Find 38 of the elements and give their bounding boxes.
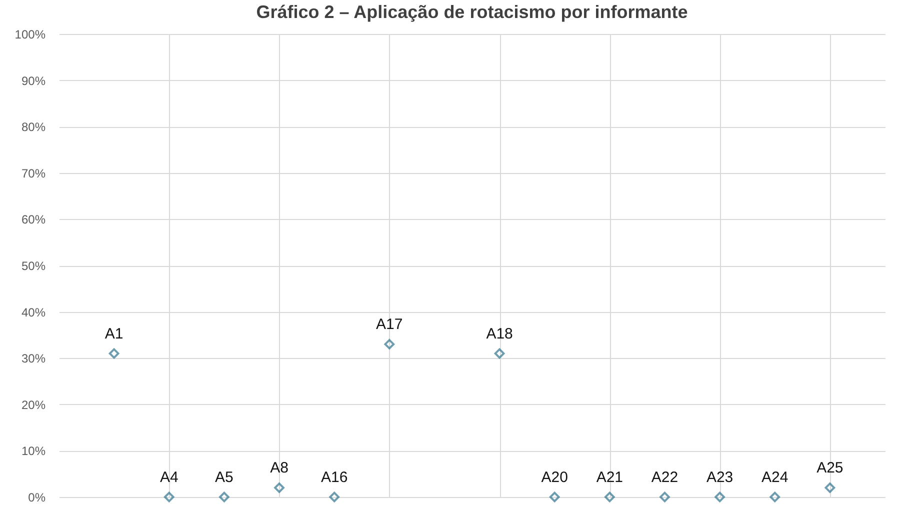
point xyxy=(824,482,836,493)
y-tick-label: 90% xyxy=(21,74,46,88)
y-tick-label: 30% xyxy=(21,352,46,366)
point xyxy=(494,348,505,359)
point xyxy=(164,492,174,502)
y-tick-label: 0% xyxy=(28,490,46,504)
data-label: A23 xyxy=(706,469,734,486)
point xyxy=(108,348,120,359)
y-tick-label: 10% xyxy=(21,444,46,458)
data-label: A4 xyxy=(160,469,178,486)
y-tick-label: 100% xyxy=(14,28,46,42)
data-label: A16 xyxy=(320,469,348,486)
point xyxy=(770,492,780,502)
y-tick-label: 20% xyxy=(21,398,46,412)
data-label: A8 xyxy=(270,460,288,477)
point xyxy=(274,482,284,493)
data-label: A24 xyxy=(762,469,788,486)
data-label: A5 xyxy=(215,469,234,486)
point xyxy=(329,492,340,502)
data-label: A21 xyxy=(596,469,624,486)
point xyxy=(549,492,560,502)
data-label: A18 xyxy=(486,325,513,342)
point xyxy=(714,492,725,502)
data-label: A17 xyxy=(376,316,403,334)
chart-title: Gráfico 2 – Aplicação de rotacismo por informante xyxy=(256,2,688,22)
point xyxy=(604,492,615,502)
data-label: A1 xyxy=(104,325,124,342)
y-tick-label: 60% xyxy=(21,212,46,227)
point xyxy=(219,492,230,502)
y-tick-label: 50% xyxy=(21,259,46,273)
data-label: A22 xyxy=(651,469,678,486)
y-tick-label: 40% xyxy=(21,305,46,320)
data-label: A25 xyxy=(816,460,844,477)
point xyxy=(660,492,670,502)
y-tick-label: 80% xyxy=(21,120,46,134)
y-tick-label: 70% xyxy=(21,166,46,180)
data-label: A20 xyxy=(541,469,568,486)
point xyxy=(384,339,395,350)
